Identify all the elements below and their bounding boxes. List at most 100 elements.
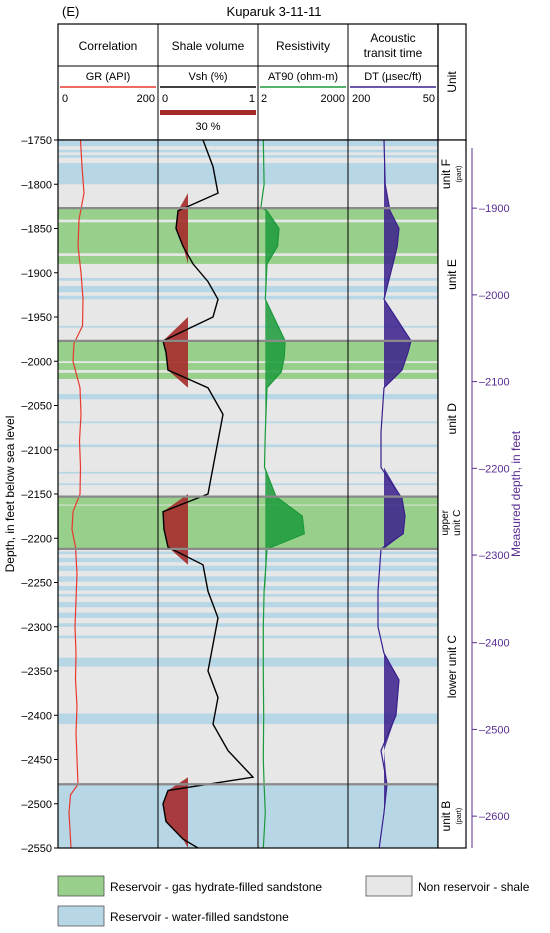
left-axis-tick-label: –2500 [21, 799, 52, 811]
hydrate-sand-band [58, 255, 438, 264]
md-axis-tick-label: –1900 [479, 203, 510, 215]
left-axis-label: Depth, in feet below sea level [3, 416, 17, 573]
legend-label-water: Reservoir - water-filled sandstone [110, 910, 289, 924]
unit-label: lower unit C [445, 635, 459, 699]
dt-scale-left: 200 [352, 93, 370, 105]
water-sand-band [58, 551, 438, 555]
dt-scale-right: 50 [423, 93, 435, 105]
hydrate-sand-band [58, 496, 438, 505]
water-sand-band [58, 623, 438, 627]
md-axis-tick-label: –2300 [479, 550, 510, 562]
legend-swatch-hydrate [57, 875, 105, 897]
water-sand-band [58, 155, 438, 158]
track-title-resistivity: Resistivity [276, 39, 330, 53]
water-sand-band [58, 278, 438, 281]
hydrate-sand-band [58, 372, 438, 379]
gr-curve [68, 140, 85, 848]
water-sand-band [58, 421, 438, 424]
md-axis-tick-label: –2100 [479, 377, 510, 389]
left-axis-tick-label: –2200 [21, 533, 52, 545]
water-sand-band [58, 565, 438, 571]
hydrate-sand-band [58, 363, 438, 371]
md-axis-tick-label: –2500 [479, 724, 510, 736]
unit-label: unit D [445, 403, 459, 435]
depth-axis-md: –1900 –2000 –2100 –2200 –2300 –2400 –2500 –2600 [471, 148, 510, 848]
water-sand-band [58, 149, 438, 153]
water-sand-band [58, 393, 438, 400]
vsh-cutoff-label: 30 % [195, 121, 220, 133]
depth-axis-ss: –1750 –1800 –1850 –1900 –1950 –2000 –2050 –2100… [21, 135, 58, 855]
legend-label-shale: Non reservoir - shale [418, 880, 530, 894]
track-title-acoustic-line1: Acoustic [370, 31, 415, 45]
left-axis-tick-label: –2350 [21, 666, 52, 678]
water-sand-band [58, 140, 438, 147]
legend-swatch-shale [365, 875, 413, 897]
water-sand-band [58, 295, 438, 300]
vsh-scale-right: 1 [249, 93, 255, 105]
at90-scale-left: 2 [261, 93, 267, 105]
log-curves [68, 140, 412, 848]
hydrate-sand-band [58, 505, 438, 549]
left-axis-tick-label: –2100 [21, 445, 52, 457]
left-axis-tick-label: –2000 [21, 356, 52, 368]
left-axis-tick-label: –2400 [21, 710, 52, 722]
track-title-acoustic-line2: transit time [364, 46, 423, 60]
md-axis-tick-label: –2000 [479, 290, 510, 302]
hydrate-sand-band [58, 340, 438, 362]
curve-label-gr: GR (API) [86, 71, 131, 83]
curve-label-vsh: Vsh (%) [188, 71, 227, 83]
resistivity-curve [260, 140, 305, 848]
water-sand-band [58, 784, 438, 848]
water-sand-band [58, 444, 438, 448]
track-title-correlation: Correlation [79, 39, 138, 53]
plot-frame [57, 139, 467, 849]
chart-title: Kuparuk 3-11-11 [227, 4, 322, 19]
left-axis-tick-label: –1950 [21, 312, 52, 324]
md-axis-tick-label: –2200 [479, 463, 510, 475]
unit-label: unit F [439, 159, 453, 189]
water-sand-band [58, 586, 438, 591]
vsh-cutoff-bar [160, 110, 256, 115]
legend-label-hydrate: Reservoir - gas hydrate-filled sandstone [110, 880, 322, 894]
unit-label: unit E [445, 259, 459, 290]
legend: Reservoir - gas hydrate-filled sandstone… [57, 875, 530, 927]
right-axis-label: Measured depth, in feet [509, 430, 523, 557]
track-headers: Correlation Shale volume Resistivity Aco… [57, 23, 467, 141]
panel-label: (E) [62, 4, 79, 19]
unit-column-header: Unit [445, 71, 459, 93]
left-axis-tick-label: –2050 [21, 401, 52, 413]
water-sand-band [58, 601, 438, 608]
left-axis-tick-label: –2150 [21, 489, 52, 501]
at90-scale-right: 2000 [321, 93, 345, 105]
md-axis-tick-label: –2600 [479, 811, 510, 823]
water-sand-band [58, 713, 438, 725]
left-axis-tick-label: –2450 [21, 755, 52, 767]
unit-label-sub: (part) [456, 808, 463, 825]
water-sand-band [58, 612, 438, 618]
water-sand-band [58, 657, 438, 667]
unit-label-sub: (part) [456, 166, 463, 183]
unit-boundaries [58, 207, 466, 786]
left-axis-tick-label: –2550 [21, 843, 52, 855]
water-sand-band [58, 594, 438, 597]
left-axis-tick-label: –2250 [21, 578, 52, 590]
water-sand-band [58, 325, 438, 328]
track-title-shale-volume: Shale volume [172, 39, 245, 53]
unit-label: unit C [452, 510, 463, 536]
water-sand-band [58, 557, 438, 563]
water-sand-band [58, 483, 438, 486]
left-axis-tick-label: –1800 [21, 179, 52, 191]
gr-scale-right: 200 [137, 93, 155, 105]
resistivity-fill [265, 140, 305, 848]
legend-swatch-water [57, 905, 105, 927]
water-sand-band [58, 635, 438, 639]
unit-label: unit B [439, 801, 453, 832]
vsh-cutoff-fill [163, 140, 188, 848]
curve-label-dt: DT (µsec/ft) [364, 71, 421, 83]
lithology-bands [58, 140, 438, 848]
dt-curve [377, 140, 412, 848]
md-axis-tick-label: –2400 [479, 638, 510, 650]
water-sand-band [58, 163, 438, 185]
